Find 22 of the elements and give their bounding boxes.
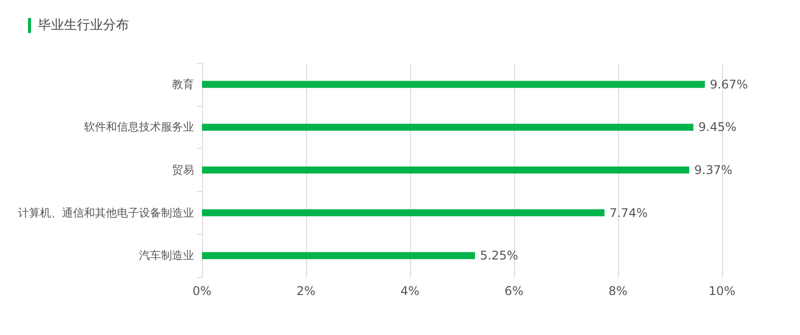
x-tick-label: 6%	[504, 284, 524, 298]
data-label: 9.37%	[694, 163, 732, 177]
data-label: 9.45%	[698, 120, 737, 134]
y-tick-label: 汽车制造业	[139, 249, 194, 262]
x-tick-label: 8%	[608, 284, 628, 298]
data-label: 5.25%	[480, 248, 518, 263]
y-tick-label: 软件和信息技术服务业	[84, 120, 194, 134]
bar	[202, 252, 475, 260]
y-tick-label: 贸易	[172, 164, 194, 176]
x-tick-label: 10%	[708, 284, 736, 298]
text: 毕业生行业分布	[38, 17, 129, 34]
y-tick-label: 教育	[172, 78, 194, 91]
x-tick-label: 2%	[296, 284, 316, 298]
y-tick-label: 计算机、通信和其他电子设备制造业	[18, 206, 194, 220]
bar	[202, 80, 705, 88]
bar	[202, 166, 690, 174]
x-tick-label: 4%	[400, 284, 420, 298]
bar	[202, 124, 694, 131]
data-label: 9.67%	[710, 77, 748, 92]
data-label: 7.74%	[609, 206, 648, 220]
bar	[202, 209, 604, 216]
x-tick-label: 0%	[192, 284, 212, 298]
